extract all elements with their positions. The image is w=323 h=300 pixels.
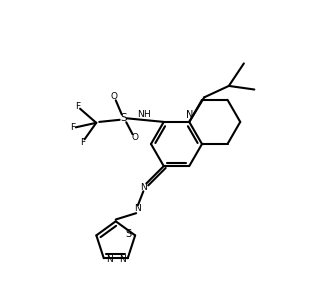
Text: H: H (143, 110, 150, 118)
Text: F: F (75, 102, 80, 111)
Text: S: S (126, 229, 131, 239)
Text: N: N (186, 110, 193, 120)
Text: N: N (137, 110, 144, 118)
Text: N: N (119, 255, 126, 264)
Text: N: N (140, 183, 147, 192)
Text: O: O (111, 92, 118, 101)
Text: S: S (120, 113, 127, 123)
Text: F: F (70, 123, 75, 132)
Text: F: F (80, 138, 85, 147)
Text: N: N (106, 255, 112, 264)
Text: N: N (134, 204, 141, 213)
Text: O: O (131, 133, 138, 142)
